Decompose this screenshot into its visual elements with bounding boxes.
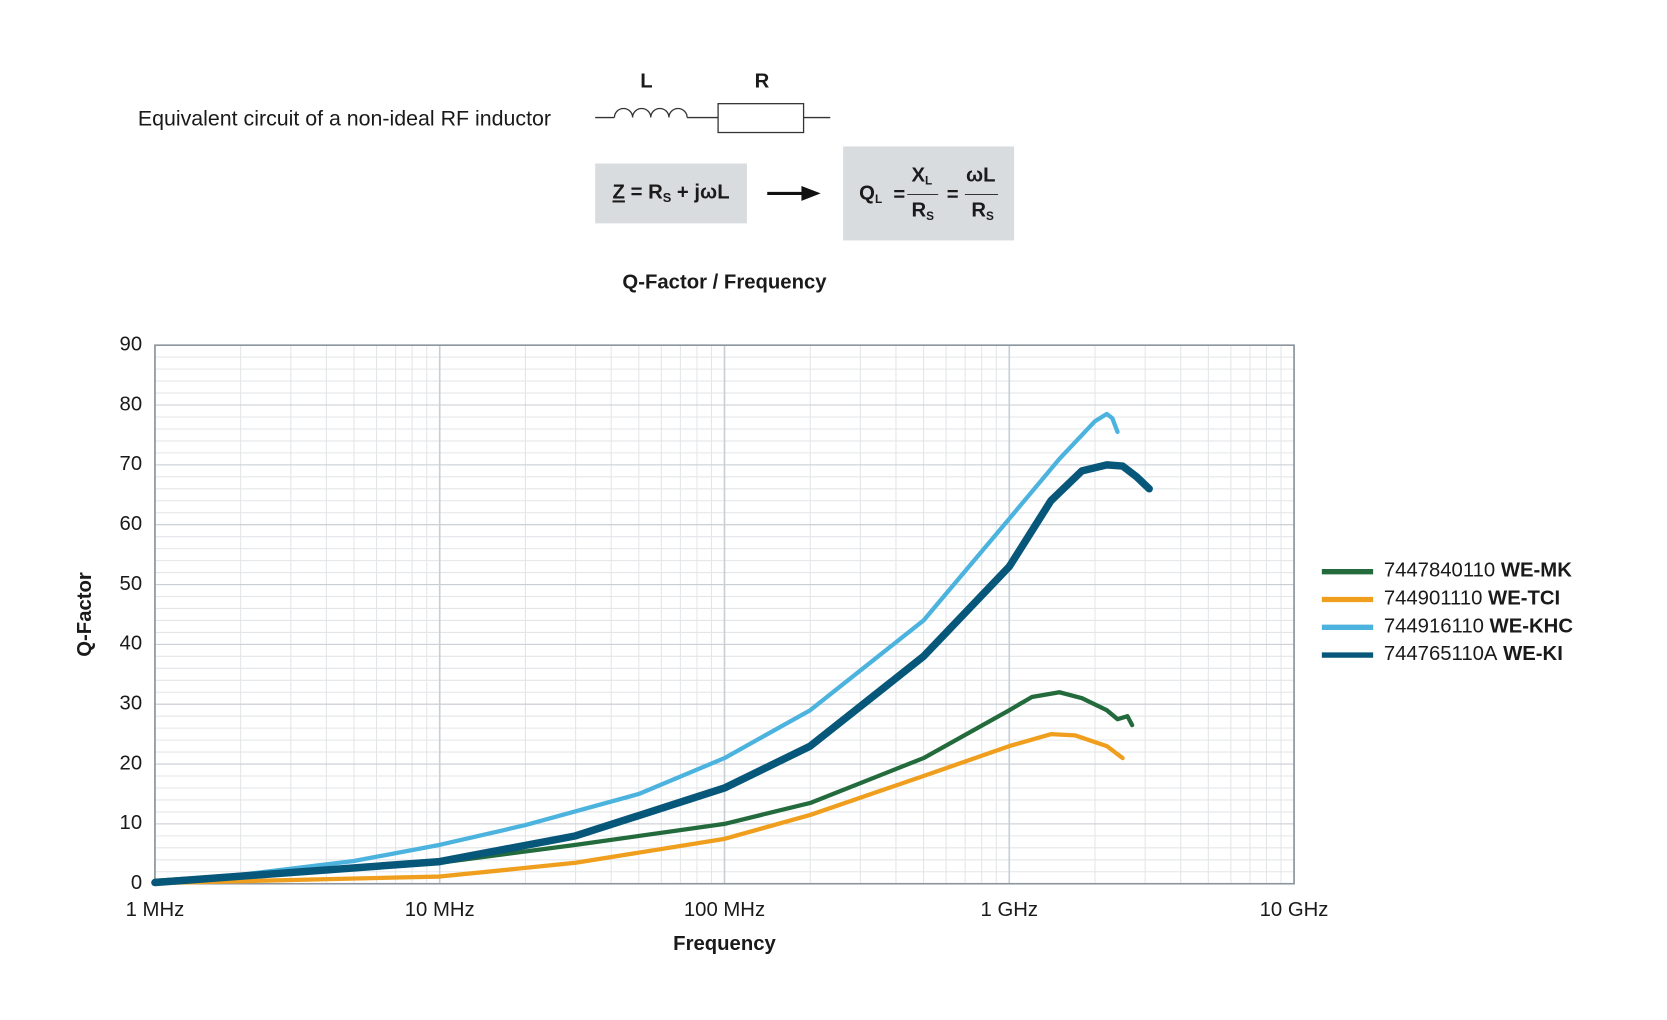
circuit-caption: Equivalent circuit of a non-ideal RF ind…: [138, 106, 551, 130]
r-sub: S: [926, 210, 934, 223]
q-sub: L: [875, 193, 882, 206]
y-tick-label: 60: [120, 513, 143, 535]
x-tick-label: 10 MHz: [405, 899, 475, 921]
y-tick-label: 30: [120, 693, 143, 715]
legend-part-number: 744916110: [1384, 616, 1484, 638]
q-box: [843, 146, 1015, 241]
r: RS: [912, 200, 935, 223]
y-tick-label: 50: [120, 573, 143, 595]
z: Z: [613, 182, 625, 204]
legend-label: 7447840110 WE-MK: [1384, 560, 1572, 582]
resistor-label: R: [755, 71, 770, 93]
impedance-formula: Z = RS + jωL: [613, 182, 730, 205]
x: XL: [912, 165, 933, 188]
eq1: =: [893, 184, 905, 206]
r2-sub: S: [986, 210, 994, 223]
legend-label: 744916110 WE-KHC: [1384, 616, 1574, 638]
plot-frame: [154, 344, 1295, 885]
q-formula: QL = XL RS = ωL RS: [859, 165, 999, 223]
y-tick-label: 10: [120, 812, 143, 834]
y-axis-label: Q-Factor: [74, 572, 96, 657]
legend-family: WE-TCI: [1488, 588, 1560, 610]
x-tick-label: 10 GHz: [1260, 899, 1329, 921]
series-line: [152, 731, 1125, 886]
x-sym: X: [912, 165, 926, 187]
y-tick-label: 40: [120, 633, 143, 655]
q-sym: Q: [859, 183, 875, 205]
x-axis-label: Frequency: [673, 933, 776, 955]
impedance-box: [595, 163, 747, 224]
eq: = R: [625, 182, 663, 204]
legend-part-number: 744901110: [1384, 588, 1483, 610]
y-tick-label: 0: [131, 872, 142, 894]
legend-label: 744765110A WE-KI: [1384, 643, 1563, 665]
y-tick-label: 20: [120, 752, 143, 774]
r2: RS: [971, 200, 994, 223]
legend-family: WE-MK: [1501, 560, 1572, 582]
q: QL: [859, 183, 882, 206]
eq2: =: [947, 184, 959, 206]
rest: + jωL: [671, 182, 729, 204]
y-tick-label: 90: [120, 334, 143, 356]
x-tick-label: 100 MHz: [684, 899, 765, 921]
r-sym: R: [912, 200, 927, 222]
legend-part-number: 744765110A: [1384, 643, 1498, 665]
inductor-label: L: [640, 71, 652, 93]
legend-family: WE-KHC: [1490, 616, 1574, 638]
legend-part-number: 7447840110: [1384, 560, 1495, 582]
chart-title: Q-Factor / Frequency: [622, 272, 827, 294]
circuit: [595, 103, 831, 134]
legend-label: 744901110 WE-TCI: [1384, 588, 1560, 610]
series-line: [152, 411, 1120, 885]
legend-family: WE-KI: [1503, 643, 1563, 665]
x-tick-label: 1 GHz: [981, 899, 1039, 921]
arrow: [767, 185, 821, 201]
x-sub: L: [925, 175, 932, 188]
wl: ωL: [966, 165, 996, 187]
series-line: [152, 690, 1135, 883]
y-tick-label: 80: [120, 393, 143, 415]
r2-sym: R: [971, 200, 986, 222]
y-tick-label: 70: [120, 453, 143, 475]
sub: S: [663, 190, 672, 205]
x-tick-label: 1 MHz: [126, 899, 185, 921]
series-line: [151, 461, 1153, 887]
